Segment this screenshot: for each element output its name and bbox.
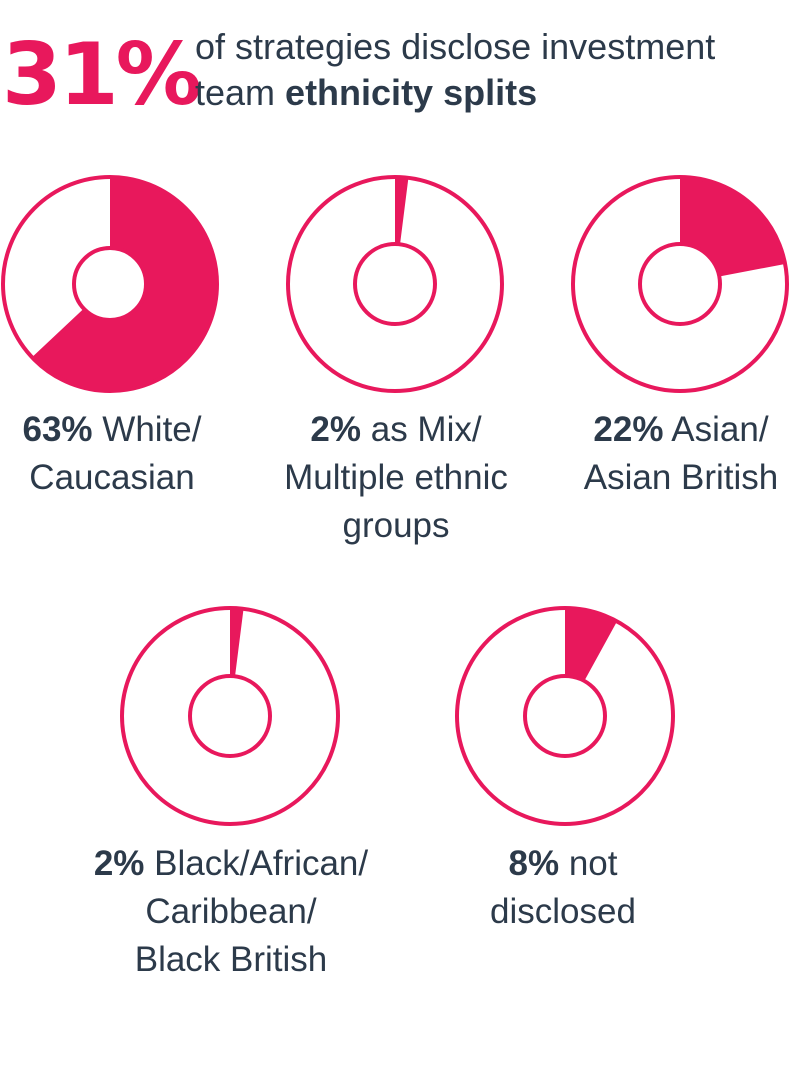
donut-inner-hole	[353, 242, 437, 326]
donut-category-label-line: Multiple ethnic	[284, 458, 508, 497]
donut-category-label: Black/African/	[144, 844, 369, 883]
donut-inner-hole	[188, 674, 272, 758]
donut-label-4: 2% Black/African/Caribbean/Black British	[91, 840, 371, 984]
donut-label-1: 63% White/Caucasian	[0, 406, 252, 502]
donut-label-3: 22% Asian/Asian British	[541, 406, 799, 502]
headline: 31% of strategies disclose investment te…	[0, 18, 799, 128]
donut-outer-ring	[120, 606, 340, 826]
donut-inner-hole	[523, 674, 607, 758]
donut-outer-ring	[455, 606, 675, 826]
headline-line-2: team ethnicity splits	[195, 70, 715, 116]
donut-outer-ring	[1, 175, 219, 393]
donut-category-label: not	[559, 844, 618, 883]
headline-percentage: 31%	[2, 25, 202, 125]
donut-value-label: 63%	[22, 410, 93, 449]
headline-line-2-prefix: team	[195, 72, 286, 113]
donut-chart-1	[1, 175, 219, 393]
donut-chart-5	[455, 606, 675, 826]
donut-inner-hole	[638, 242, 722, 326]
donut-category-label-line: disclosed	[490, 892, 636, 931]
donut-category-label: Asian/	[663, 410, 769, 449]
donut-slice-1	[32, 177, 217, 391]
donut-value-label: 8%	[508, 844, 560, 883]
donut-category-label-line: Caribbean/	[145, 892, 317, 931]
headline-line-2-bold: ethnicity splits	[285, 72, 538, 113]
donut-chart-4	[120, 606, 340, 826]
donut-category-label-line: Asian British	[583, 458, 779, 497]
donut-slice-5	[565, 608, 618, 681]
headline-line-1: of strategies disclose investment	[195, 26, 716, 67]
donut-outer-ring	[286, 175, 504, 393]
donut-category-label-line: groups	[342, 506, 450, 545]
donut-category-label-line: Caucasian	[29, 458, 195, 497]
headline-text: of strategies disclose investment team e…	[195, 24, 715, 116]
donut-chart-3	[571, 175, 789, 393]
donut-label-5: 8% not disclosed	[423, 840, 703, 936]
donut-category-label-line: Black British	[134, 940, 328, 979]
donut-category-label: as Mix/	[361, 410, 482, 449]
donut-slice-2	[395, 177, 409, 245]
donut-category-label: White/	[92, 410, 202, 449]
donut-inner-hole	[72, 246, 148, 322]
donut-chart-2	[286, 175, 504, 393]
donut-slice-4	[230, 608, 244, 677]
donut-label-2: 2% as Mix/Multiple ethnic groups	[256, 406, 536, 550]
donut-outer-ring	[571, 175, 789, 393]
donut-value-label: 2%	[310, 410, 361, 449]
donut-value-label: 2%	[93, 844, 145, 883]
donut-value-label: 22%	[593, 410, 664, 449]
